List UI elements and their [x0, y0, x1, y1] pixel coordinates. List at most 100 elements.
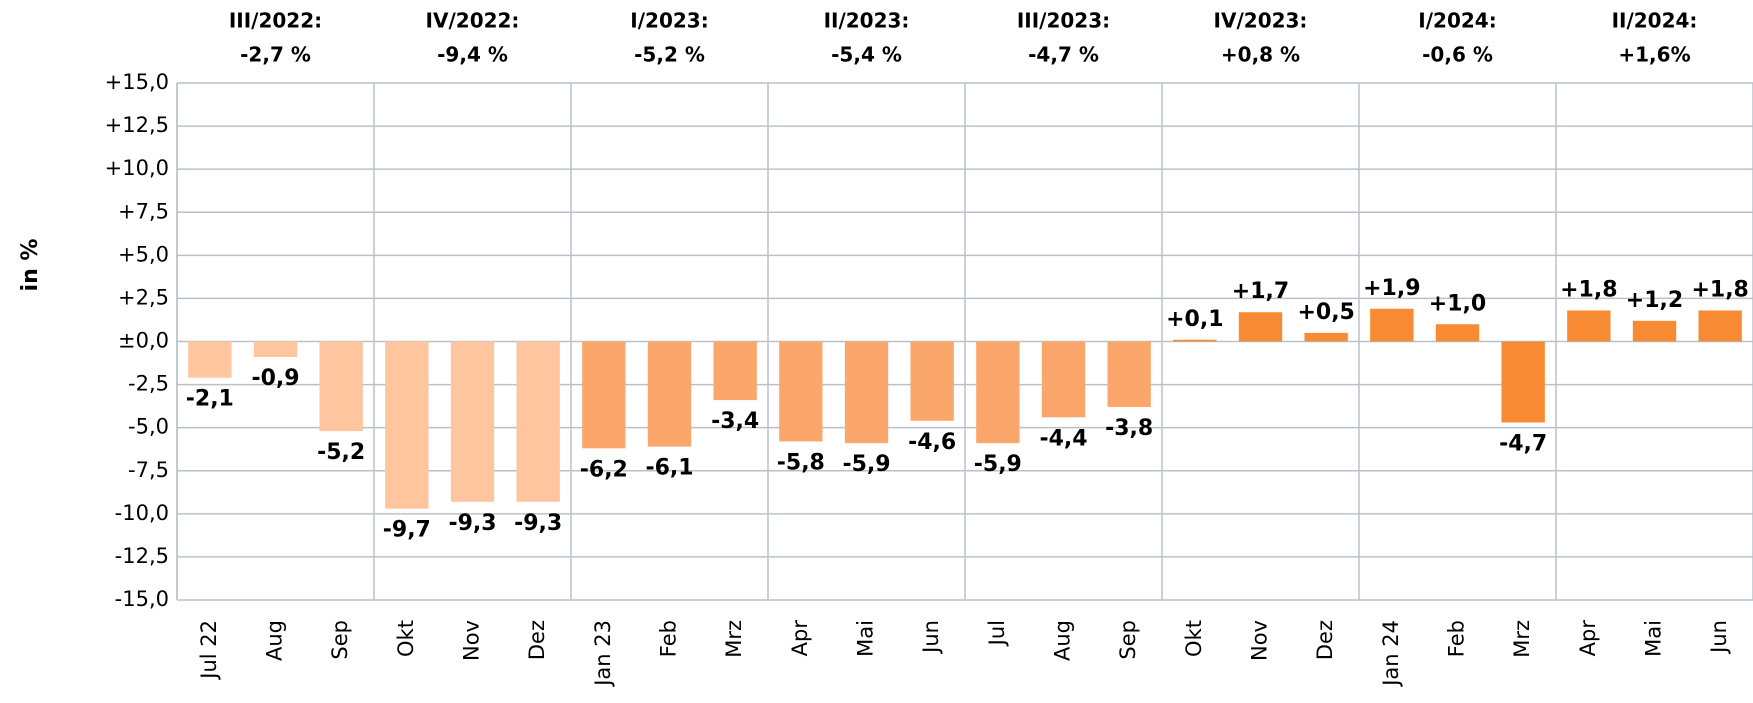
bar: [1107, 341, 1151, 407]
x-tick-label: Jul 22: [197, 620, 221, 681]
bar: [1238, 312, 1283, 342]
bar: [844, 341, 889, 444]
y-tick-label: -7,5: [128, 458, 169, 482]
data-label: +1,0: [1429, 291, 1486, 316]
bar: [1304, 332, 1348, 342]
y-tick-label: -2,5: [128, 372, 169, 396]
quarter-label: I/2023:: [630, 9, 708, 33]
quarter-label: III/2023:: [1017, 9, 1110, 33]
data-label: +1,7: [1232, 279, 1289, 304]
y-tick-label: +15,0: [105, 70, 169, 94]
quarter-value: +1,6%: [1618, 43, 1690, 67]
data-label: -3,8: [1105, 416, 1153, 441]
x-tick-label: Apr: [1576, 620, 1600, 657]
x-tick-label: Mai: [1642, 620, 1666, 657]
data-label: -9,7: [383, 518, 431, 543]
data-label: -3,4: [711, 409, 759, 434]
x-tick-label: Sep: [328, 620, 352, 660]
x-tick-label: Sep: [1116, 620, 1140, 660]
x-tick-label: Feb: [657, 620, 681, 657]
x-tick-label: Jan 23: [591, 620, 615, 688]
quarter-value: +0,8 %: [1221, 43, 1300, 67]
x-tick-label: Jun: [1707, 620, 1731, 655]
data-label: -5,2: [317, 440, 365, 465]
quarter-value: -5,2 %: [634, 43, 705, 67]
quarter-value: -0,6 %: [1422, 43, 1493, 67]
x-tick-label: Dez: [1313, 620, 1337, 660]
y-tick-label: ±0,0: [118, 329, 169, 353]
x-tick-label: Nov: [460, 620, 484, 661]
data-label: -4,7: [1499, 431, 1547, 456]
x-tick-label: Aug: [263, 620, 287, 661]
x-tick-label: Jul: [985, 620, 1009, 647]
y-tick-label: -5,0: [128, 415, 169, 439]
quarter-label: II/2024:: [1612, 9, 1698, 33]
quarter-value: -2,7 %: [240, 43, 311, 67]
quarter-label: IV/2022:: [426, 9, 520, 33]
quarter-label: III/2022:: [229, 9, 322, 33]
data-label: -2,1: [186, 387, 234, 412]
quarter-label: I/2024:: [1418, 9, 1496, 33]
bar: [647, 341, 692, 447]
bar: [910, 341, 954, 421]
data-label: +1,8: [1691, 277, 1748, 302]
y-tick-label: +10,0: [105, 156, 169, 180]
data-label: +0,1: [1166, 307, 1223, 332]
bar: [253, 341, 298, 358]
x-tick-label: Dez: [525, 620, 549, 660]
x-tick-label: Jan 24: [1379, 620, 1403, 688]
data-label: -6,2: [580, 457, 628, 482]
data-label: -9,3: [514, 511, 562, 536]
bar: [779, 341, 823, 442]
data-label: -6,1: [645, 456, 693, 481]
y-tick-label: -12,5: [115, 544, 169, 568]
data-label: -4,4: [1039, 426, 1087, 451]
bar: [1041, 341, 1086, 418]
x-tick-label: Feb: [1445, 620, 1469, 657]
quarter-value: -9,4 %: [437, 43, 508, 67]
x-tick-label: Nov: [1248, 620, 1272, 661]
bar: [1698, 310, 1742, 342]
bar: [1501, 341, 1545, 423]
data-label: +1,2: [1626, 288, 1683, 313]
x-tick-label: Apr: [788, 620, 812, 657]
data-label: -9,3: [448, 511, 496, 536]
y-tick-label: +5,0: [118, 242, 169, 266]
bar: [1370, 308, 1414, 342]
y-axis-title: in %: [18, 239, 43, 292]
y-tick-label: -10,0: [115, 501, 169, 525]
bar: [582, 341, 626, 449]
bar: [1567, 310, 1611, 342]
y-tick-label: +7,5: [118, 199, 169, 223]
data-label: +0,5: [1297, 300, 1354, 325]
data-label: -4,6: [908, 430, 956, 455]
x-tick-label: Mrz: [722, 620, 746, 658]
y-tick-label: -15,0: [115, 587, 169, 611]
data-label: -0,9: [251, 366, 299, 391]
x-tick-label: Mrz: [1510, 620, 1534, 658]
data-label: +1,8: [1560, 277, 1617, 302]
bar: [319, 341, 363, 432]
bar: [1173, 339, 1217, 342]
quarter-label: IV/2023:: [1214, 9, 1308, 33]
bar: [516, 341, 560, 502]
data-label: +1,9: [1363, 276, 1420, 301]
bar: [450, 341, 495, 502]
x-tick-label: Mai: [854, 620, 878, 657]
x-tick-label: Okt: [1182, 620, 1206, 657]
quarter-value: -4,7 %: [1028, 43, 1099, 67]
x-tick-label: Okt: [394, 620, 418, 657]
bar: [1632, 320, 1677, 342]
quarter-label: II/2023:: [824, 9, 910, 33]
bar: [976, 341, 1020, 444]
data-label: -5,9: [842, 452, 890, 477]
bar: [1435, 324, 1480, 342]
x-tick-label: Aug: [1051, 620, 1075, 661]
data-label: -5,9: [974, 452, 1022, 477]
y-tick-label: +2,5: [118, 285, 169, 309]
bar: [713, 341, 757, 401]
data-label: -5,8: [777, 450, 825, 475]
bar: [385, 341, 429, 509]
y-tick-label: +12,5: [105, 113, 169, 137]
